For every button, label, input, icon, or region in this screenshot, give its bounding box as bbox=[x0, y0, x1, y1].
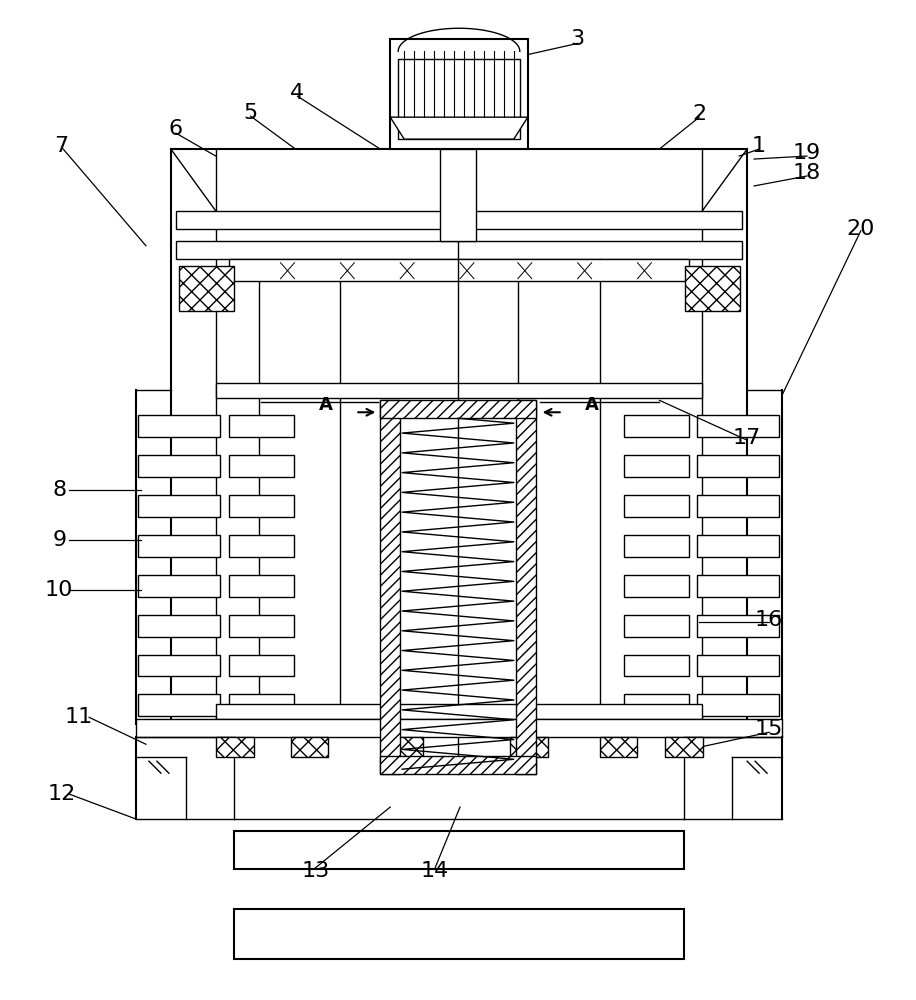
Text: 4: 4 bbox=[290, 83, 304, 103]
Text: 13: 13 bbox=[301, 861, 330, 881]
Text: 11: 11 bbox=[65, 707, 93, 727]
Bar bbox=[697, 535, 779, 557]
Text: 5: 5 bbox=[244, 103, 257, 123]
Bar bbox=[625, 575, 690, 597]
Text: 1: 1 bbox=[752, 136, 766, 156]
Bar bbox=[216, 383, 703, 398]
Bar bbox=[229, 655, 293, 676]
Text: 6: 6 bbox=[169, 119, 183, 139]
Bar bbox=[625, 655, 690, 676]
Bar bbox=[625, 694, 690, 716]
Bar bbox=[685, 266, 740, 311]
Text: 17: 17 bbox=[733, 428, 761, 448]
Bar bbox=[216, 737, 254, 757]
Bar bbox=[625, 455, 690, 477]
Bar bbox=[234, 831, 684, 869]
Bar bbox=[176, 241, 742, 259]
Bar bbox=[138, 535, 220, 557]
Text: 19: 19 bbox=[793, 143, 821, 163]
Text: 16: 16 bbox=[755, 610, 783, 630]
Bar bbox=[138, 455, 220, 477]
Text: 9: 9 bbox=[52, 530, 66, 550]
Bar bbox=[138, 415, 220, 437]
Bar bbox=[234, 909, 684, 959]
Bar bbox=[229, 495, 293, 517]
Bar bbox=[380, 400, 400, 774]
Bar bbox=[380, 756, 536, 774]
Bar bbox=[697, 415, 779, 437]
Bar bbox=[697, 455, 779, 477]
Text: 7: 7 bbox=[54, 136, 69, 156]
Bar bbox=[138, 655, 220, 676]
Bar bbox=[516, 400, 536, 774]
Bar bbox=[390, 39, 528, 149]
Text: 14: 14 bbox=[421, 861, 449, 881]
Bar bbox=[229, 535, 293, 557]
Text: 18: 18 bbox=[793, 163, 821, 183]
Bar bbox=[229, 259, 690, 281]
Bar bbox=[138, 694, 220, 716]
Text: 12: 12 bbox=[47, 784, 75, 804]
Bar bbox=[229, 575, 293, 597]
Bar bbox=[697, 655, 779, 676]
Text: 10: 10 bbox=[45, 580, 73, 600]
Bar bbox=[138, 495, 220, 517]
Bar bbox=[398, 59, 519, 139]
Bar bbox=[229, 615, 293, 637]
Bar bbox=[625, 415, 690, 437]
Bar bbox=[665, 737, 703, 757]
Bar bbox=[697, 694, 779, 716]
Text: 2: 2 bbox=[692, 104, 706, 124]
Text: 20: 20 bbox=[846, 219, 875, 239]
Bar bbox=[697, 495, 779, 517]
Bar bbox=[290, 737, 329, 757]
Bar bbox=[697, 615, 779, 637]
Bar bbox=[697, 575, 779, 597]
Bar bbox=[625, 615, 690, 637]
Bar bbox=[229, 455, 293, 477]
Bar bbox=[136, 719, 782, 737]
Bar bbox=[216, 704, 703, 719]
Text: 3: 3 bbox=[571, 29, 584, 49]
Text: 8: 8 bbox=[52, 480, 66, 500]
Bar bbox=[179, 266, 234, 311]
Bar bbox=[625, 535, 690, 557]
Text: A: A bbox=[584, 396, 598, 414]
Bar bbox=[600, 737, 638, 757]
Bar bbox=[229, 694, 293, 716]
Bar bbox=[440, 149, 476, 241]
Bar bbox=[229, 415, 293, 437]
Bar bbox=[176, 211, 742, 229]
Bar bbox=[510, 737, 548, 757]
Bar bbox=[138, 615, 220, 637]
Bar bbox=[380, 400, 536, 418]
Text: A: A bbox=[319, 396, 333, 414]
Bar bbox=[138, 575, 220, 597]
Text: 15: 15 bbox=[755, 719, 783, 739]
Polygon shape bbox=[390, 117, 528, 139]
Bar bbox=[386, 737, 423, 757]
Bar bbox=[625, 495, 690, 517]
